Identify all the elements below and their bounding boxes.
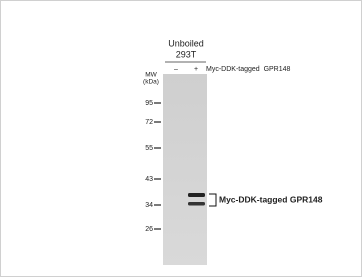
lane-sign: – <box>174 66 178 73</box>
condition: Unboiled <box>168 38 204 48</box>
band <box>188 193 205 197</box>
mw-marker-label: 26 <box>145 226 153 233</box>
cell-line: 293T <box>176 49 197 59</box>
mw-marker-label: 95 <box>145 100 153 107</box>
lane-sign: + <box>194 66 198 73</box>
lane-label: Myc-DDK-tagged GPR148 <box>206 66 291 73</box>
band <box>188 202 205 206</box>
mw-marker-label: 72 <box>145 119 153 126</box>
mw-unit: (kDa) <box>143 79 159 86</box>
mw-marker-label: 34 <box>145 202 153 209</box>
mw-marker-label: 55 <box>145 145 153 152</box>
mw-marker-label: 43 <box>145 176 153 183</box>
mw-title: MW <box>145 72 157 79</box>
figure: Unboiled 293T – + Myc-DDK-tagged GPR148 … <box>0 0 362 277</box>
gel <box>163 74 207 265</box>
band-label: Myc-DDK-tagged GPR148 <box>219 194 323 204</box>
